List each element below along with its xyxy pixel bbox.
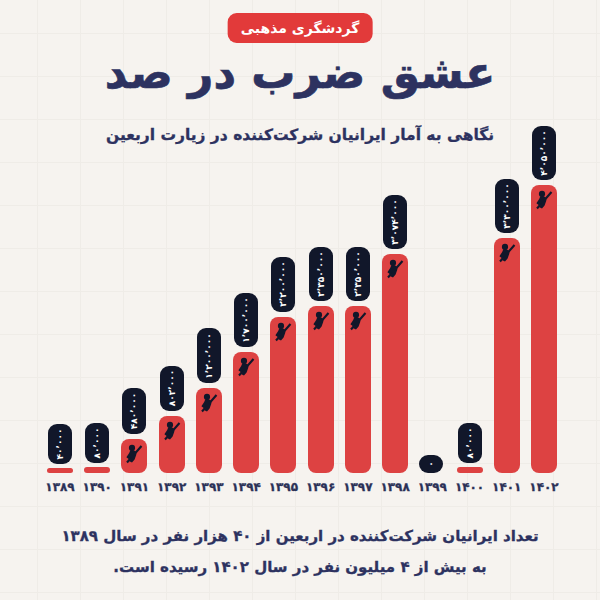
bar [494,238,520,473]
bar-value-label: ۸۰۲٬۰۰۰ [167,370,177,406]
pilgrim-walker-icon [312,310,330,331]
chart-column: ۱٬۷۰۰٬۰۰۰ [233,293,259,473]
chart-column: ۲٬۳۵۰٬۰۰۰ [345,247,371,473]
bar [345,306,371,473]
pilgrim-walker-icon [200,392,218,413]
x-axis-label: ۱۳۹۰ [77,480,117,494]
bar [531,185,557,473]
bar [457,467,483,473]
bar [84,467,110,473]
infographic-page: گردشگری مذهبی عشق ضرب در صد نگاهی به آما… [0,0,600,600]
bar-value-label: ۲٬۳۵۰٬۰۰۰ [353,251,363,296]
pilgrim-walker-icon [237,356,255,377]
bar-value-label: ۴۸۰٬۰۰۰ [129,393,139,429]
bar-value-label: ۸۰٬۰۰۰ [465,428,475,459]
x-axis-label: ۱۳۹۱ [114,480,154,494]
x-axis-label: ۱۳۹۹ [412,480,452,494]
chart-column: ۴٬۰۵۰٬۰۰۰ [531,126,557,473]
bar-value-pill: ۲٬۳۵۰٬۰۰۰ [346,247,370,301]
bar-value-label: ۳٬۳۰۰٬۰۰۰ [502,184,512,229]
footer-line-2: به بیش از ۴ میلیون نفر در سال ۱۴۰۲ رسیده… [0,558,600,576]
chart-column: ۴۰٬۰۰۰ [47,424,73,473]
bar [196,388,222,473]
bar-value-pill: ۲٬۲۰۰٬۰۰۰ [271,257,295,311]
footer-line-1: تعداد ایرانیان شرکت‌کننده در اربعین از ۴… [0,527,600,545]
bar-value-label: ۸۰٬۰۰۰ [92,428,102,459]
x-axis-label: ۱۴۰۱ [487,480,527,494]
bar-value-pill: ۸۰٬۰۰۰ [85,423,109,463]
pilgrim-walker-icon [386,258,404,279]
bar [121,439,147,473]
bar-value-pill: ۸۰۲٬۰۰۰ [160,366,184,411]
bar [308,306,334,473]
pilgrim-walker-icon [125,443,143,464]
category-badge-label: گردشگری مذهبی [241,20,360,36]
bar-value-pill: ۲٬۳۵۰٬۰۰۰ [309,247,333,301]
bar-value-pill: ۱٬۷۰۰٬۰۰۰ [234,293,258,347]
x-axis-label: ۱۳۹۷ [338,480,378,494]
x-axis-label: ۱۳۹۲ [152,480,192,494]
chart-column: ۲٬۳۵۰٬۰۰۰ [308,247,334,473]
bar-value-label: ۴۰٬۰۰۰ [55,429,65,460]
x-axis-label: ۱۳۹۳ [189,480,229,494]
page-title: عشق ضرب در صد [0,47,600,98]
chart-column: ۸۰٬۰۰۰ [84,423,110,473]
x-axis-label: ۱۳۹۸ [375,480,415,494]
x-axis-label: ۱۳۹۶ [301,480,341,494]
bar [382,254,408,473]
bar-value-label: ۳٬۰۷۴٬۰۰۰ [390,200,400,245]
bar [233,352,259,473]
category-badge: گردشگری مذهبی [228,13,373,43]
bar-value-pill: ۳٬۳۰۰٬۰۰۰ [495,179,519,233]
page-subtitle: نگاهی به آمار ایرانیان شرکت‌کننده در زیا… [0,126,600,144]
x-axis-label: ۱۳۹۴ [226,480,266,494]
bar [270,317,296,473]
bar-value-label: ۲٬۲۰۰٬۰۰۰ [278,262,288,307]
bar-value-pill: ۰ [419,455,443,473]
bar-value-label: ۲٬۳۵۰٬۰۰۰ [316,251,326,296]
chart-column: ۸۰۲٬۰۰۰ [159,366,185,473]
x-axis-label: ۱۴۰۰ [450,480,490,494]
chart-column: ۸۰٬۰۰۰ [457,423,483,473]
bar-value-label: ۱٬۷۰۰٬۰۰۰ [241,297,251,342]
chart-column: ۲٬۲۰۰٬۰۰۰ [270,257,296,473]
pilgrim-walker-icon [349,310,367,331]
bar-value-label: ۱٬۲۰۰٬۰۰۰ [204,333,214,378]
chart-column: ۳٬۰۷۴٬۰۰۰ [382,195,408,473]
bar-value-pill: ۴۰٬۰۰۰ [48,424,72,464]
pilgrim-walker-icon [163,420,181,441]
bar-value-pill: ۳٬۰۷۴٬۰۰۰ [383,195,407,249]
chart-column: ۴۸۰٬۰۰۰ [121,388,147,473]
x-axis-label: ۱۴۰۲ [524,480,564,494]
chart-column: ۰ [419,455,443,473]
x-axis-label: ۱۳۹۵ [263,480,303,494]
bar-value-pill: ۸۰٬۰۰۰ [458,423,482,463]
bar [159,416,185,473]
chart-column: ۳٬۳۰۰٬۰۰۰ [494,179,520,473]
pilgrim-walker-icon [274,321,292,342]
chart-column: ۱٬۲۰۰٬۰۰۰ [196,328,222,473]
x-axis-label: ۱۳۸۹ [40,480,80,494]
bar [47,468,73,473]
bar-value-pill: ۱٬۲۰۰٬۰۰۰ [197,328,221,382]
pilgrim-walker-icon [535,189,553,210]
bar-value-label: ۰ [426,461,436,467]
bar-value-pill: ۴۸۰٬۰۰۰ [122,388,146,433]
pilgrim-walker-icon [498,242,516,263]
